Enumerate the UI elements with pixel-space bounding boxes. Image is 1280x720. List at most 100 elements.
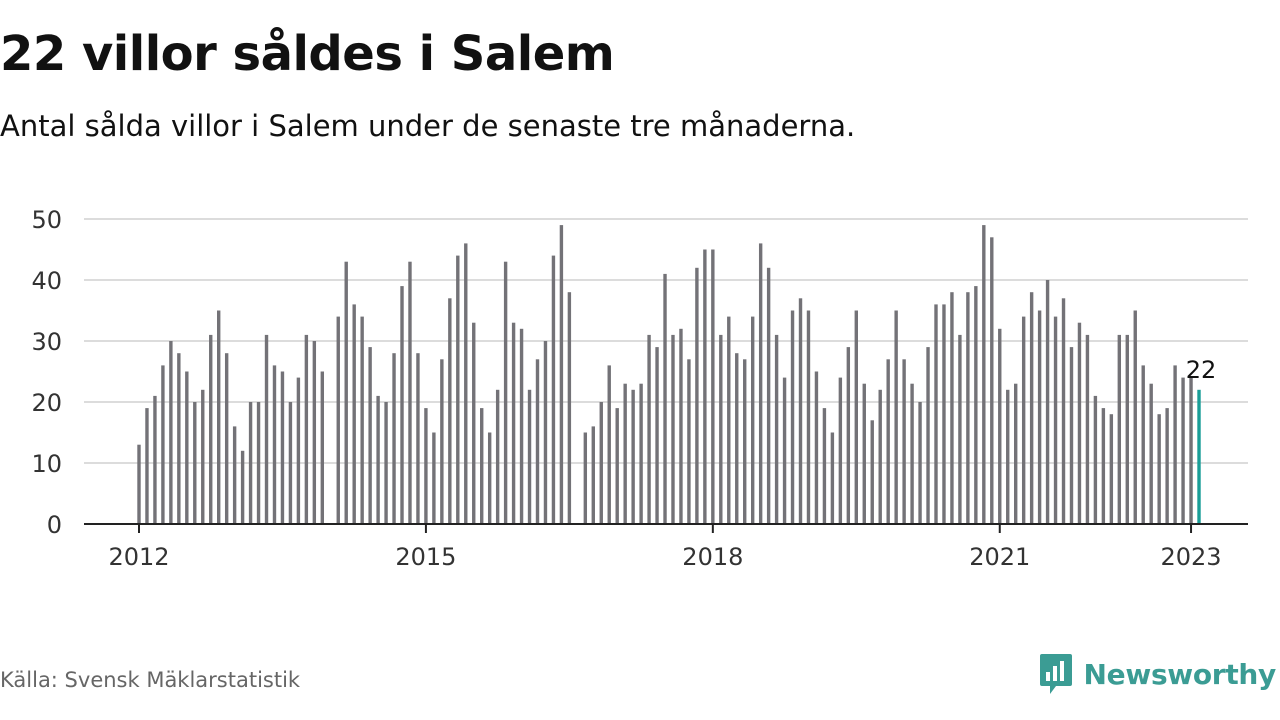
bar xyxy=(448,298,452,524)
y-tick-label: 0 xyxy=(47,511,62,539)
bar xyxy=(719,334,723,524)
bar xyxy=(1037,310,1042,524)
bar xyxy=(240,450,245,524)
bar xyxy=(1101,408,1106,524)
bar xyxy=(687,359,691,524)
bar xyxy=(376,395,380,524)
bar xyxy=(599,402,603,524)
x-tick-label: 2012 xyxy=(108,543,169,571)
y-tick-label: 40 xyxy=(31,267,62,295)
bar xyxy=(703,249,707,524)
bar xyxy=(878,389,882,524)
bar xyxy=(408,261,412,524)
bar xyxy=(1061,298,1066,524)
bar xyxy=(695,267,699,524)
bar xyxy=(830,432,835,524)
x-tick-label: 2015 xyxy=(395,543,456,571)
bar xyxy=(232,426,237,524)
bar xyxy=(846,347,851,524)
bar xyxy=(384,402,388,524)
bar xyxy=(201,389,205,524)
bar xyxy=(966,292,970,524)
bar xyxy=(958,334,962,524)
bar xyxy=(790,310,795,524)
bar xyxy=(990,237,994,525)
bar xyxy=(559,225,564,524)
bar xyxy=(543,341,548,524)
brand-logo[interactable]: Newsworthy xyxy=(1038,652,1276,696)
bar xyxy=(814,371,819,524)
bar xyxy=(1021,316,1026,524)
y-tick-label: 50 xyxy=(31,206,62,234)
bar xyxy=(711,249,715,524)
bar xyxy=(169,341,173,524)
bar xyxy=(264,334,269,524)
bar xyxy=(193,402,197,524)
bar xyxy=(750,316,755,524)
bar xyxy=(1181,377,1185,524)
source-note: Källa: Svensk Mäklarstatistik xyxy=(0,668,301,692)
bar xyxy=(583,432,588,524)
bar xyxy=(519,328,524,524)
bar xyxy=(591,426,595,524)
bar xyxy=(400,286,404,524)
bar xyxy=(743,359,747,524)
bar xyxy=(902,359,906,524)
bar xyxy=(798,298,803,524)
bar xyxy=(1093,395,1098,524)
brand-name: Newsworthy xyxy=(1083,657,1277,691)
bar xyxy=(926,347,930,524)
bar xyxy=(304,334,309,524)
bar xyxy=(368,347,372,524)
bar xyxy=(312,341,317,524)
bar xyxy=(224,353,229,524)
bar xyxy=(1133,310,1137,524)
bar xyxy=(161,365,165,524)
x-tick-label: 2018 xyxy=(682,543,743,571)
bar xyxy=(464,243,468,524)
bar xyxy=(495,389,500,524)
y-tick-label: 10 xyxy=(31,450,62,478)
bar xyxy=(1149,383,1153,524)
bar xyxy=(950,292,954,524)
bar xyxy=(735,353,739,524)
bar xyxy=(822,408,827,524)
bar xyxy=(806,310,811,524)
bar xyxy=(910,383,914,524)
bar xyxy=(1014,383,1018,524)
bar xyxy=(934,304,938,524)
bar xyxy=(1109,414,1114,524)
bar xyxy=(535,359,540,524)
bar xyxy=(671,334,675,524)
bar xyxy=(1157,414,1161,524)
x-tick-label: 2021 xyxy=(969,543,1030,571)
bar xyxy=(894,310,898,524)
bar xyxy=(1053,316,1058,524)
bar xyxy=(758,243,763,524)
bar xyxy=(392,353,396,524)
bar xyxy=(527,389,532,524)
bar xyxy=(352,304,356,524)
y-tick-label: 30 xyxy=(31,328,62,356)
bar xyxy=(432,432,436,524)
bar xyxy=(886,359,890,524)
bar xyxy=(153,395,157,524)
bar xyxy=(918,402,922,524)
bar xyxy=(1173,365,1177,524)
bar xyxy=(774,334,779,524)
bar xyxy=(854,310,858,524)
bar xyxy=(424,408,428,524)
bar xyxy=(1117,334,1122,524)
bar xyxy=(1085,334,1090,524)
bar xyxy=(782,377,787,524)
bar xyxy=(487,432,492,524)
bar xyxy=(280,371,285,524)
bar xyxy=(209,334,213,524)
bar xyxy=(998,328,1002,524)
bar xyxy=(551,255,556,524)
bar xyxy=(137,444,141,524)
bar xyxy=(1045,280,1050,524)
bar-chart: 0 10 20 30 40 50 22 2012 2015 2018 2021 2023 xyxy=(31,206,1248,571)
bar xyxy=(503,261,508,524)
bar xyxy=(974,286,978,524)
